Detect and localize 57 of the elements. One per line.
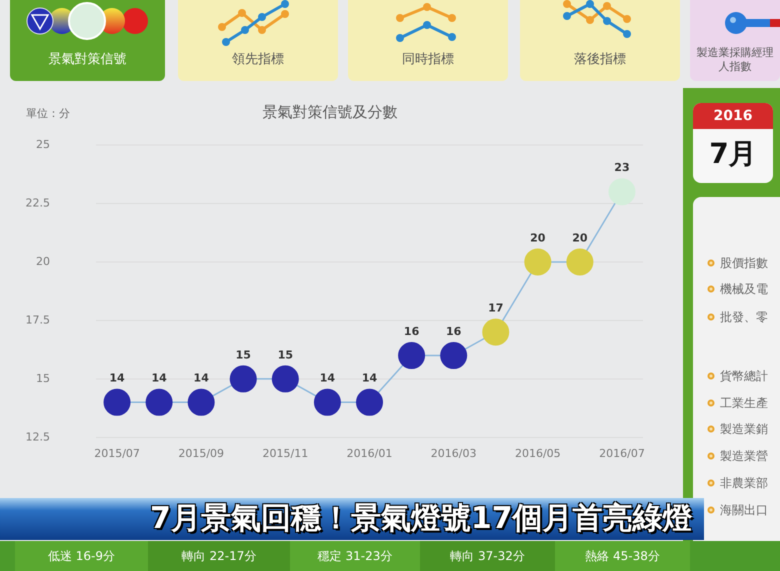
- point: [398, 342, 426, 370]
- y-tick-label: 17.5: [26, 313, 50, 326]
- data-label: 15: [278, 348, 293, 362]
- point: [188, 388, 215, 416]
- point: [566, 248, 594, 276]
- y-tick-label: 15: [36, 372, 50, 385]
- y-axis-title: 單位：分: [26, 106, 70, 121]
- point: [608, 178, 636, 206]
- text: 製造業營: [720, 448, 768, 464]
- tab: 領先指標: [178, 0, 338, 81]
- data-label: 20: [530, 231, 546, 244]
- y-tick-label: 20: [36, 254, 50, 268]
- text: 股價指數: [720, 255, 768, 271]
- x-tick-label: 2015/09: [178, 446, 224, 460]
- data-label: 14: [151, 372, 168, 385]
- data-label: 14: [362, 372, 378, 385]
- point: [314, 388, 341, 416]
- x-tick-label: 2015/11: [262, 446, 308, 460]
- data-label: 20: [572, 231, 588, 244]
- x-tick-label: 2016/07: [599, 446, 645, 460]
- y-tick-label: 25: [36, 138, 50, 151]
- point: [104, 388, 131, 416]
- text: 機械及電: [720, 281, 768, 297]
- data-label: 14: [320, 372, 336, 385]
- point: [482, 318, 510, 346]
- chart-title: 景氣對策信號及分數: [262, 103, 398, 122]
- x-tick-label: 2015/07: [94, 446, 140, 460]
- signal-strip: 低迷 16-9分 轉向 22-17分 穩定 31-23分 轉向 37-32分 熱絡 45-38分: [0, 541, 780, 571]
- calendar-card: 2016 7月: [693, 103, 773, 183]
- x-tick-label: 2016/03: [430, 446, 477, 460]
- point: [146, 388, 173, 416]
- data-label: 14: [194, 372, 210, 385]
- text: 海關出口: [720, 502, 768, 518]
- text: 貨幣總計: [720, 368, 768, 384]
- point: [230, 365, 257, 392]
- data-label: 17: [488, 301, 504, 314]
- text: 批發、零: [720, 309, 768, 325]
- data-label: 16: [404, 324, 420, 338]
- y-tick-label: 22.5: [26, 196, 50, 210]
- data-label: 15: [236, 348, 251, 362]
- data-label: 16: [446, 324, 462, 338]
- x-tick-label: 2016/01: [346, 446, 392, 460]
- tab: 落後指標: [520, 0, 680, 81]
- text: 工業生產: [720, 395, 768, 411]
- tab: 同時指標: [348, 0, 508, 81]
- text: 7月景氣回穩！景氣燈號17個月首亮綠燈: [150, 500, 693, 538]
- text: 非農業部: [720, 475, 768, 491]
- data-label: 14: [109, 372, 126, 385]
- point: [440, 342, 468, 370]
- point: [524, 248, 552, 276]
- point: [356, 388, 383, 416]
- point: [272, 365, 299, 392]
- data-label: 23: [614, 161, 630, 174]
- text: 製造業銷: [720, 421, 768, 437]
- x-tick-label: 2016/05: [514, 446, 561, 460]
- tab: 製造業採購經理人指數: [690, 0, 780, 81]
- y-tick-label: 12.5: [26, 430, 50, 444]
